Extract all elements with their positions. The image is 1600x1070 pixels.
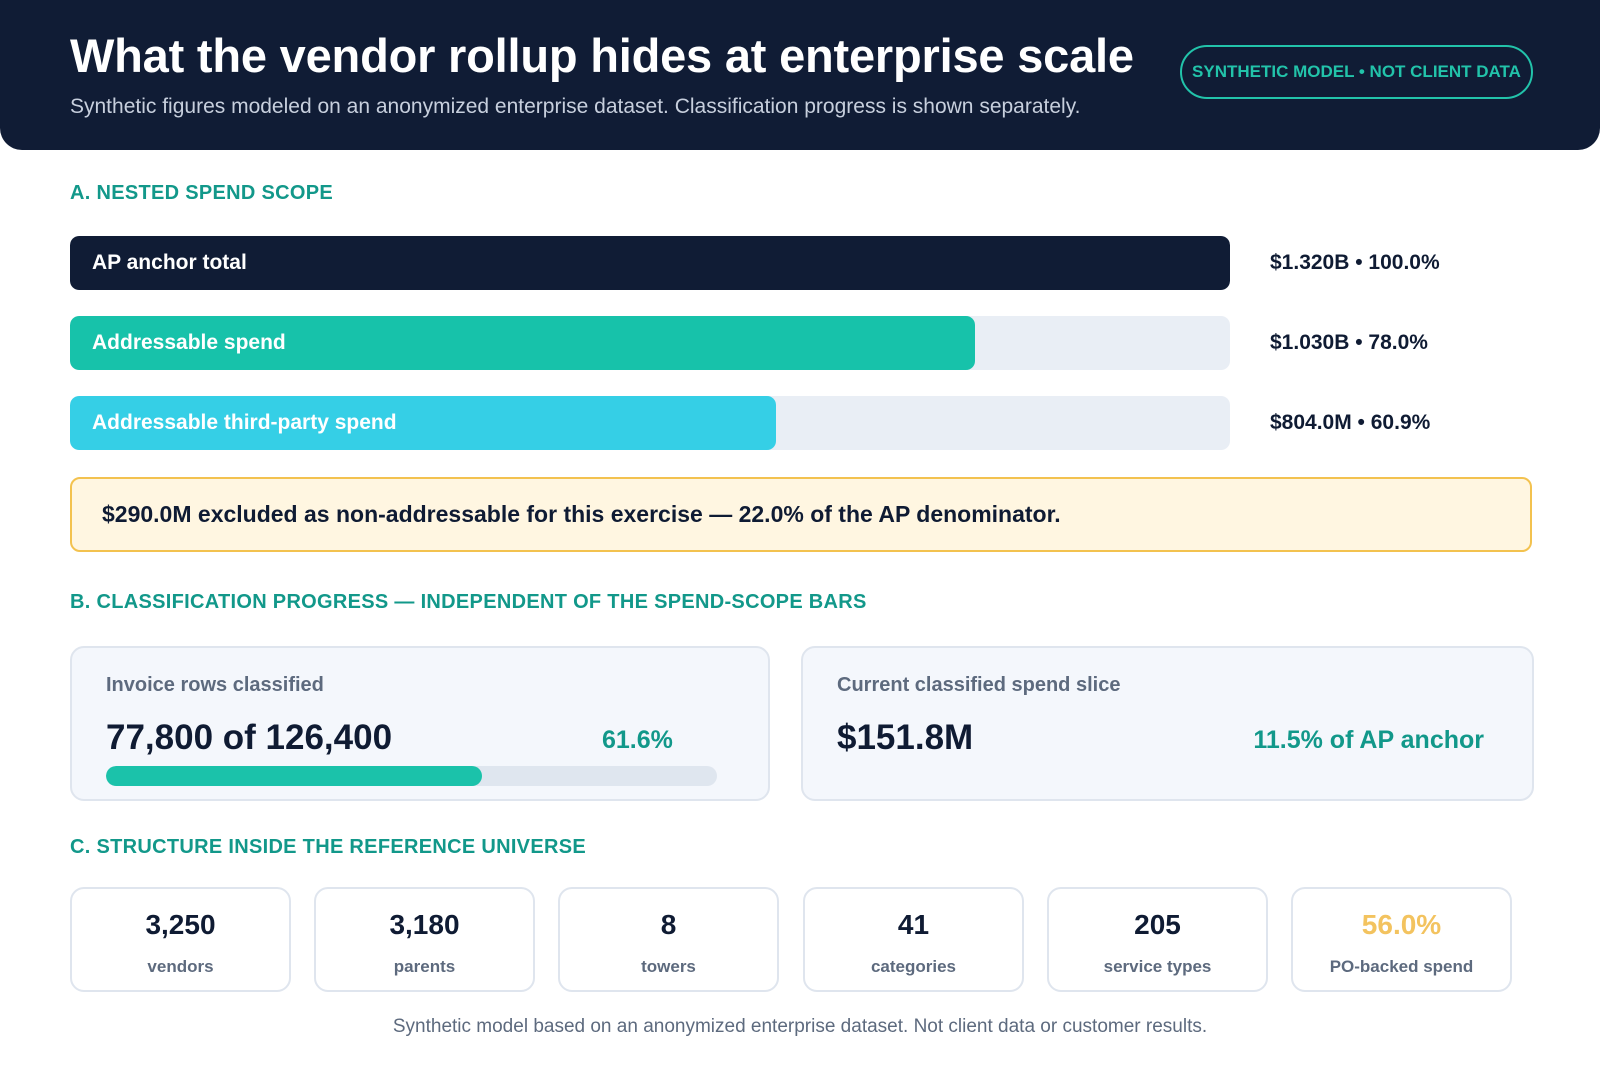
classified-spend-card: Current classified spend slice $151.8M 1… (801, 646, 1534, 801)
page-header: What the vendor rollup hides at enterpri… (0, 0, 1600, 150)
stat-label: categories (870, 957, 957, 976)
stat-card-categories: 41 categories (803, 887, 1024, 992)
exclusion-note: $290.0M excluded as non-addressable for … (70, 477, 1532, 552)
stat-value: 8 (660, 909, 677, 940)
section-b-label: B. CLASSIFICATION PROGRESS — INDEPENDENT… (70, 591, 867, 613)
stat-value: 41 (897, 909, 930, 940)
exclusion-note-text: $290.0M excluded as non-addressable for … (102, 501, 1061, 527)
stat-value: 3,250 (145, 909, 216, 940)
footer-disclaimer: Synthetic model based on an anonymized e… (392, 1016, 1208, 1037)
scope-bar-fill (70, 316, 975, 370)
stat-card-towers: 8 towers (558, 887, 779, 992)
rows-classified-pct: 61.6% (602, 726, 673, 754)
classification-progress-fill (106, 766, 483, 786)
stat-label: towers (641, 957, 696, 976)
scope-bar-fill (70, 236, 1230, 290)
section-a-label: A. NESTED SPEND SCOPE (70, 182, 334, 204)
scope-bar-ap-anchor: AP anchor total (70, 236, 1230, 290)
rows-classified-card: Invoice rows classified 77,800 of 126,40… (70, 646, 770, 801)
scope-bar-value: $1.030B • 78.0% (1270, 331, 1428, 354)
scope-bar-value: $804.0M • 60.9% (1270, 411, 1431, 434)
card-title: Current classified spend slice (837, 674, 1121, 696)
stat-label: service types (1103, 957, 1212, 976)
stat-value: 3,180 (389, 909, 460, 940)
stat-card-service-types: 205 service types (1047, 887, 1268, 992)
page-subtitle: Synthetic figures modeled on an anonymiz… (70, 95, 1081, 118)
scope-bar-fill (70, 396, 777, 450)
stat-card-po-backed: 56.0% PO-backed spend (1291, 887, 1512, 992)
scope-bar-addressable: Addressable spend (70, 316, 1230, 370)
section-c-label: C. STRUCTURE INSIDE THE REFERENCE UNIVER… (70, 836, 586, 858)
stat-label: parents (393, 957, 456, 976)
stat-label: vendors (147, 957, 214, 976)
page-title: What the vendor rollup hides at enterpri… (70, 29, 1134, 82)
stat-value: 205 (1134, 909, 1181, 940)
rows-classified-value: 77,800 of 126,400 (106, 718, 393, 757)
classification-progress-track (106, 766, 717, 786)
scope-bar-third-party: Addressable third-party spend (70, 396, 1230, 450)
scope-bar-value: $1.320B • 100.0% (1270, 251, 1440, 274)
stat-card-parents: 3,180 parents (314, 887, 535, 992)
stat-label: PO-backed spend (1329, 957, 1474, 976)
card-title: Invoice rows classified (106, 674, 324, 696)
scope-bar-label: AP anchor total (92, 251, 247, 274)
scope-bar-label: Addressable spend (92, 331, 286, 354)
stat-card-vendors: 3,250 vendors (70, 887, 291, 992)
classified-spend-value: $151.8M (837, 718, 974, 757)
synthetic-badge: SYNTHETIC MODEL • NOT CLIENT DATA (1180, 45, 1533, 99)
stat-value: 56.0% (1361, 909, 1442, 940)
classified-spend-pct: 11.5% of AP anchor (1253, 726, 1484, 754)
scope-bar-label: Addressable third-party spend (92, 411, 397, 434)
